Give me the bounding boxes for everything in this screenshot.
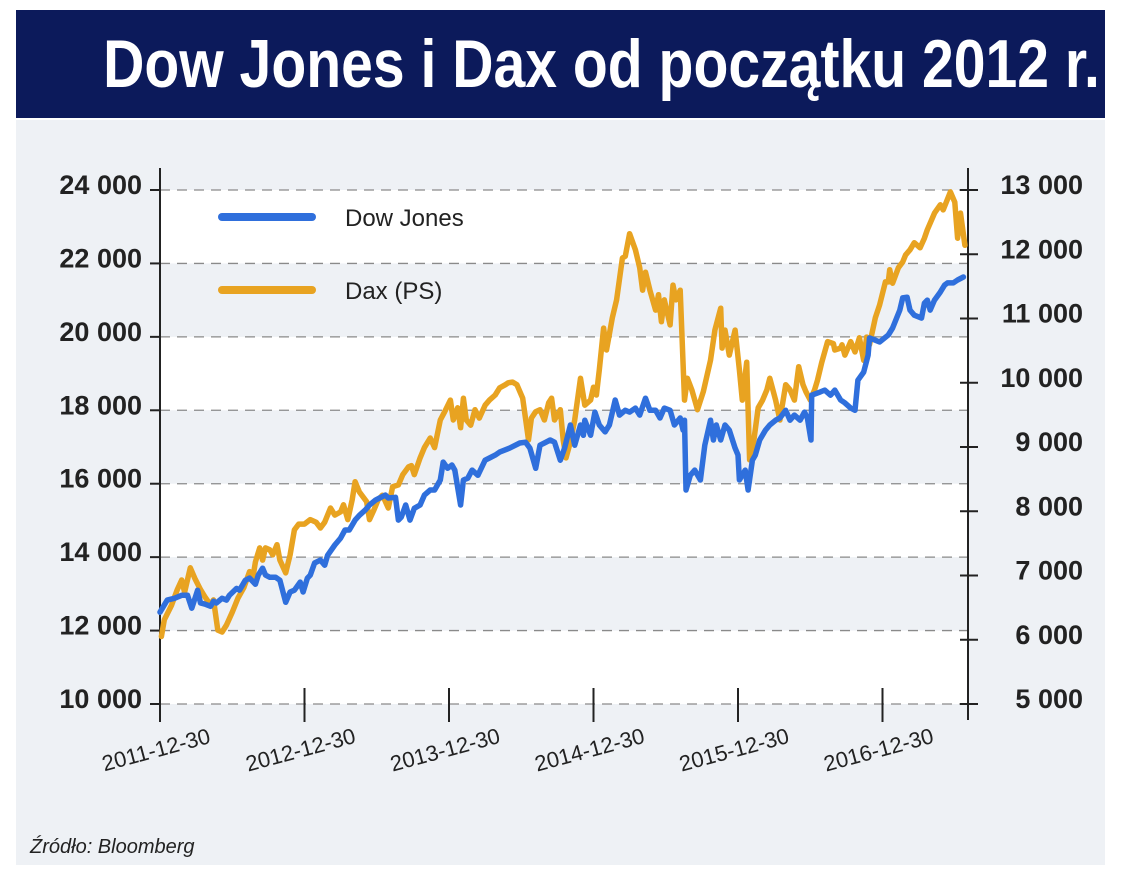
right-axis-tick-label: 5 000 [1015,684,1083,714]
title-bar: Dow Jones i Dax od początku 2012 r. [16,10,1105,118]
grid-band [160,630,968,704]
source-note: Źródło: Bloomberg [30,836,195,858]
left-axis-tick-label: 24 000 [59,170,142,200]
right-axis-tick-label: 9 000 [1015,427,1083,457]
legend-label-dax: Dax (PS) [345,278,442,305]
x-axis-tick-label: 2011-12-30 [99,723,213,776]
left-axis-tick-label: 10 000 [59,684,142,714]
right-axis-tick-label: 7 000 [1015,556,1083,586]
right-axis-tick-label: 8 000 [1015,491,1083,521]
left-axis-tick-label: 18 000 [59,390,142,420]
right-axis-tick-label: 11 000 [1002,299,1083,329]
left-axis-tick-label: 12 000 [59,611,142,641]
x-axis-tick-label: 2013-12-30 [387,723,502,776]
grid-bands [160,190,968,704]
x-axis-tick-label: 2012-12-30 [243,723,358,776]
chart-title: Dow Jones i Dax od początku 2012 r. [103,26,1100,102]
left-axis-tick-label: 16 000 [59,464,142,494]
x-axis-tick-label: 2016-12-30 [821,723,936,776]
left-axis-tick-label: 14 000 [59,537,142,567]
right-axis-tick-label: 12 000 [1000,234,1083,264]
x-axis-tick-label: 2015-12-30 [676,723,791,776]
grid-band [160,190,968,264]
x-axis-tick-label: 2014-12-30 [532,723,647,776]
right-axis-tick-label: 6 000 [1015,620,1083,650]
legend-label-dow-jones: Dow Jones [345,205,464,232]
grid-band [160,483,968,558]
left-axis-tick-label: 22 000 [59,243,142,273]
series-lines [157,189,968,640]
right-axis-tick-label: 13 000 [1000,170,1083,200]
left-axis-tick-label: 20 000 [59,317,142,347]
right-axis-tick-label: 10 000 [1000,363,1083,393]
legend: Dow Jones Dax (PS) [218,205,464,305]
series-line-dow-jones [157,274,967,615]
